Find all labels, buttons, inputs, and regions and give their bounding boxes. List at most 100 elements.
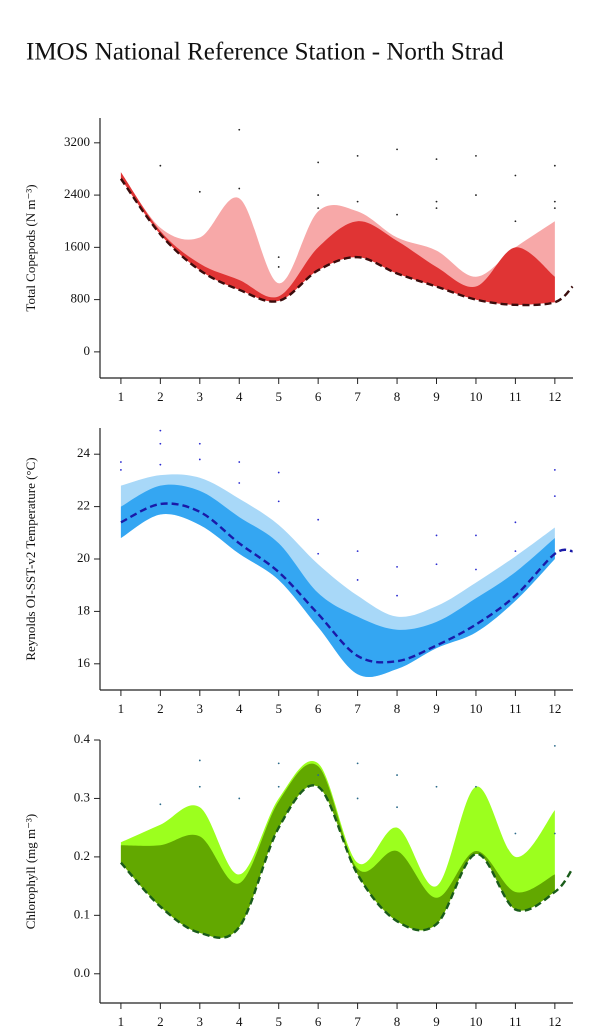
- observation: [317, 207, 320, 210]
- y-tick-label: 800: [71, 291, 91, 306]
- observation: [198, 759, 201, 762]
- x-tick-label: 6: [315, 1014, 322, 1029]
- y-tick-label: 0.2: [74, 848, 90, 863]
- observation: [356, 550, 359, 553]
- page-title: IMOS National Reference Station - North …: [26, 39, 504, 66]
- observation: [396, 213, 398, 216]
- observation: [198, 190, 201, 193]
- observation: [277, 471, 280, 474]
- y-tick-label: 24: [77, 445, 91, 460]
- y-tick-label: 16: [77, 655, 91, 670]
- observation: [277, 762, 280, 765]
- x-tick-label: 12: [548, 389, 561, 404]
- x-tick-label: 4: [236, 701, 243, 716]
- x-tick-label: 8: [394, 701, 401, 716]
- observation: [120, 461, 122, 463]
- x-tick-label: 8: [394, 1014, 401, 1029]
- observation: [238, 461, 241, 463]
- band: [120, 172, 555, 305]
- observation: [514, 832, 517, 835]
- x-tick-label: 9: [433, 1014, 440, 1029]
- x-tick-label: 3: [197, 389, 204, 404]
- mean-line: [120, 784, 574, 939]
- observation: [277, 256, 280, 259]
- observation: [475, 194, 477, 196]
- observation: [356, 154, 359, 157]
- observation: [159, 803, 162, 806]
- observation: [277, 785, 280, 788]
- observation: [435, 563, 438, 566]
- observation: [396, 774, 398, 776]
- observation: [435, 200, 438, 203]
- observation: [475, 154, 477, 157]
- observation: [553, 164, 556, 167]
- x-tick-label: 1: [118, 701, 125, 716]
- x-tick-label: 1: [118, 389, 125, 404]
- observation: [317, 518, 320, 521]
- observation: [277, 266, 280, 268]
- observation: [475, 568, 477, 571]
- x-tick-label: 10: [469, 389, 482, 404]
- x-tick-label: 10: [469, 1014, 482, 1029]
- observation: [514, 220, 517, 223]
- x-tick-label: 2: [157, 389, 164, 404]
- x-tick-label: 12: [548, 1014, 561, 1029]
- observation: [238, 797, 241, 800]
- observation: [317, 552, 320, 555]
- band: [120, 763, 555, 938]
- observation: [159, 429, 162, 432]
- y-tick-label: 0: [84, 343, 91, 358]
- x-tick-label: 11: [509, 1014, 522, 1029]
- x-tick-label: 3: [197, 1014, 204, 1029]
- y-axis-label: Reynolds OI-SST-v2 Temperature (°C): [23, 457, 38, 660]
- observation: [553, 832, 556, 835]
- observation: [356, 579, 359, 581]
- mean-line: [120, 502, 573, 664]
- observation: [356, 200, 359, 203]
- observation: [553, 744, 556, 747]
- y-tick-label: 0.0: [74, 965, 90, 980]
- observation: [277, 500, 280, 503]
- observation: [553, 200, 556, 203]
- observation: [553, 495, 556, 498]
- observation: [317, 161, 320, 164]
- observation: [159, 463, 162, 466]
- observation: [396, 565, 398, 568]
- observation: [396, 594, 398, 597]
- x-tick-label: 11: [509, 701, 522, 716]
- y-tick-label: 0.3: [74, 789, 90, 804]
- observation: [514, 550, 517, 553]
- x-tick-label: 5: [275, 701, 282, 716]
- x-tick-label: 6: [315, 701, 322, 716]
- x-tick-label: 1: [118, 1014, 125, 1029]
- y-tick-label: 0.4: [74, 731, 91, 746]
- observation: [435, 785, 438, 788]
- x-tick-label: 11: [509, 389, 522, 404]
- observation: [198, 785, 201, 788]
- observation: [553, 207, 556, 210]
- x-tick-label: 5: [275, 1014, 282, 1029]
- x-tick-label: 7: [354, 1014, 361, 1029]
- observation: [475, 785, 477, 788]
- x-tick-label: 12: [548, 701, 561, 716]
- y-tick-label: 20: [77, 550, 90, 565]
- observation: [198, 458, 201, 461]
- observation: [475, 534, 477, 537]
- x-tick-label: 9: [433, 701, 440, 716]
- observation: [356, 797, 359, 800]
- band: [120, 484, 555, 678]
- y-tick-label: 0.1: [74, 906, 90, 921]
- observation: [435, 207, 438, 210]
- observation: [435, 534, 438, 537]
- x-tick-label: 8: [394, 389, 401, 404]
- y-tick-label: 2400: [64, 186, 90, 201]
- observation: [317, 194, 320, 196]
- observation: [198, 442, 201, 445]
- y-axis-label: Total Copepods (N m⁻³): [23, 184, 38, 311]
- x-tick-label: 3: [197, 701, 204, 716]
- observation: [514, 521, 517, 524]
- observation: [356, 762, 359, 765]
- x-tick-label: 7: [354, 389, 361, 404]
- observation: [238, 128, 241, 131]
